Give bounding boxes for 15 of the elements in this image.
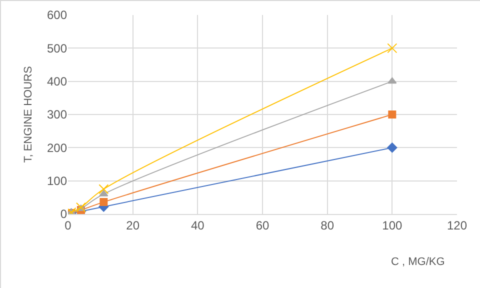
x-tick-label: 120 (446, 218, 468, 232)
y-tick-label: 400 (46, 74, 68, 89)
x-tick-label: 20 (126, 218, 140, 232)
y-tick-label: 500 (46, 41, 68, 56)
x-tick-label: 40 (190, 218, 205, 232)
y-tick-label: 600 (46, 8, 68, 22)
x-tick-label: 100 (382, 218, 402, 232)
y-tick-label: 200 (46, 140, 68, 155)
y-tick-label: 300 (46, 108, 68, 122)
x-tick-label: 60 (256, 218, 270, 232)
y-axis-title: T, ENGINE HOURS (22, 66, 35, 163)
y-tick-label: 100 (46, 174, 68, 188)
y-tick-label: 0 (60, 207, 68, 222)
x-axis-title: C , MG/KG (391, 256, 445, 268)
x-tick-label: 80 (320, 218, 334, 232)
